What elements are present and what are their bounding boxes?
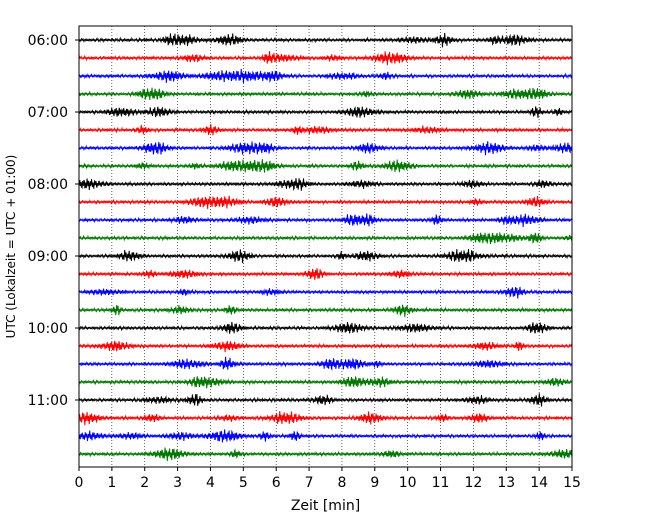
trace-1145 — [78, 447, 573, 462]
x-tick-label: 2 — [140, 475, 149, 491]
y-tick-label: 09:00 — [28, 249, 68, 265]
y-axis-ticks: 06:00 07:00 08:00 09:00 10:00 11:00 — [28, 33, 79, 409]
y-tick-label: 08:00 — [28, 177, 68, 193]
trace-0830 — [78, 213, 573, 228]
x-tick-label: 12 — [464, 475, 482, 491]
x-tick-label: 5 — [239, 475, 248, 491]
trace-0615 — [78, 51, 573, 66]
trace-1015 — [78, 340, 573, 353]
x-axis-ticks: 0 1 2 3 4 5 6 7 8 9 10 11 12 13 14 15 — [75, 467, 581, 491]
x-tick-label: 9 — [370, 475, 379, 491]
x-tick-label: 3 — [173, 475, 182, 491]
trace-0745 — [78, 159, 573, 173]
trace-1115 — [78, 411, 573, 426]
x-axis-label: Zeit [min] — [291, 498, 360, 514]
trace-1100 — [78, 393, 573, 407]
trace-0730 — [78, 141, 573, 156]
trace-0930 — [78, 286, 573, 299]
trace-0900 — [78, 249, 573, 264]
trace-0715 — [78, 123, 573, 136]
trace-0915 — [78, 268, 573, 280]
trace-1045 — [78, 375, 573, 389]
x-tick-label: 0 — [75, 475, 84, 491]
x-tick-label: 15 — [563, 475, 581, 491]
x-tick-label: 8 — [337, 475, 346, 491]
trace-1000 — [78, 321, 573, 334]
y-axis-label: UTC (Lokalzeit = UTC + 01:00) — [4, 155, 18, 339]
trace-0645 — [78, 87, 573, 101]
x-tick-label: 13 — [497, 475, 515, 491]
x-tick-label: 4 — [206, 475, 215, 491]
plot-frame — [78, 25, 573, 468]
trace-0945 — [78, 304, 573, 318]
y-tick-label: 10:00 — [28, 321, 68, 337]
x-tick-label: 14 — [530, 475, 548, 491]
trace-0800 — [78, 178, 573, 191]
x-tick-label: 6 — [272, 475, 281, 491]
x-tick-label: 1 — [107, 475, 116, 491]
trace-group — [78, 32, 573, 462]
trace-0630 — [78, 68, 573, 84]
trace-1030 — [78, 356, 573, 371]
x-tick-label: 11 — [432, 475, 450, 491]
trace-0815 — [78, 195, 573, 209]
trace-0700 — [78, 106, 573, 118]
trace-1130 — [78, 429, 573, 443]
y-tick-label: 07:00 — [28, 105, 68, 121]
trace-0845 — [78, 232, 573, 245]
trace-0600 — [78, 32, 573, 48]
x-tick-label: 7 — [305, 475, 314, 491]
y-tick-label: 06:00 — [28, 33, 68, 49]
x-tick-label: 10 — [399, 475, 417, 491]
y-tick-label: 11:00 — [28, 393, 68, 409]
